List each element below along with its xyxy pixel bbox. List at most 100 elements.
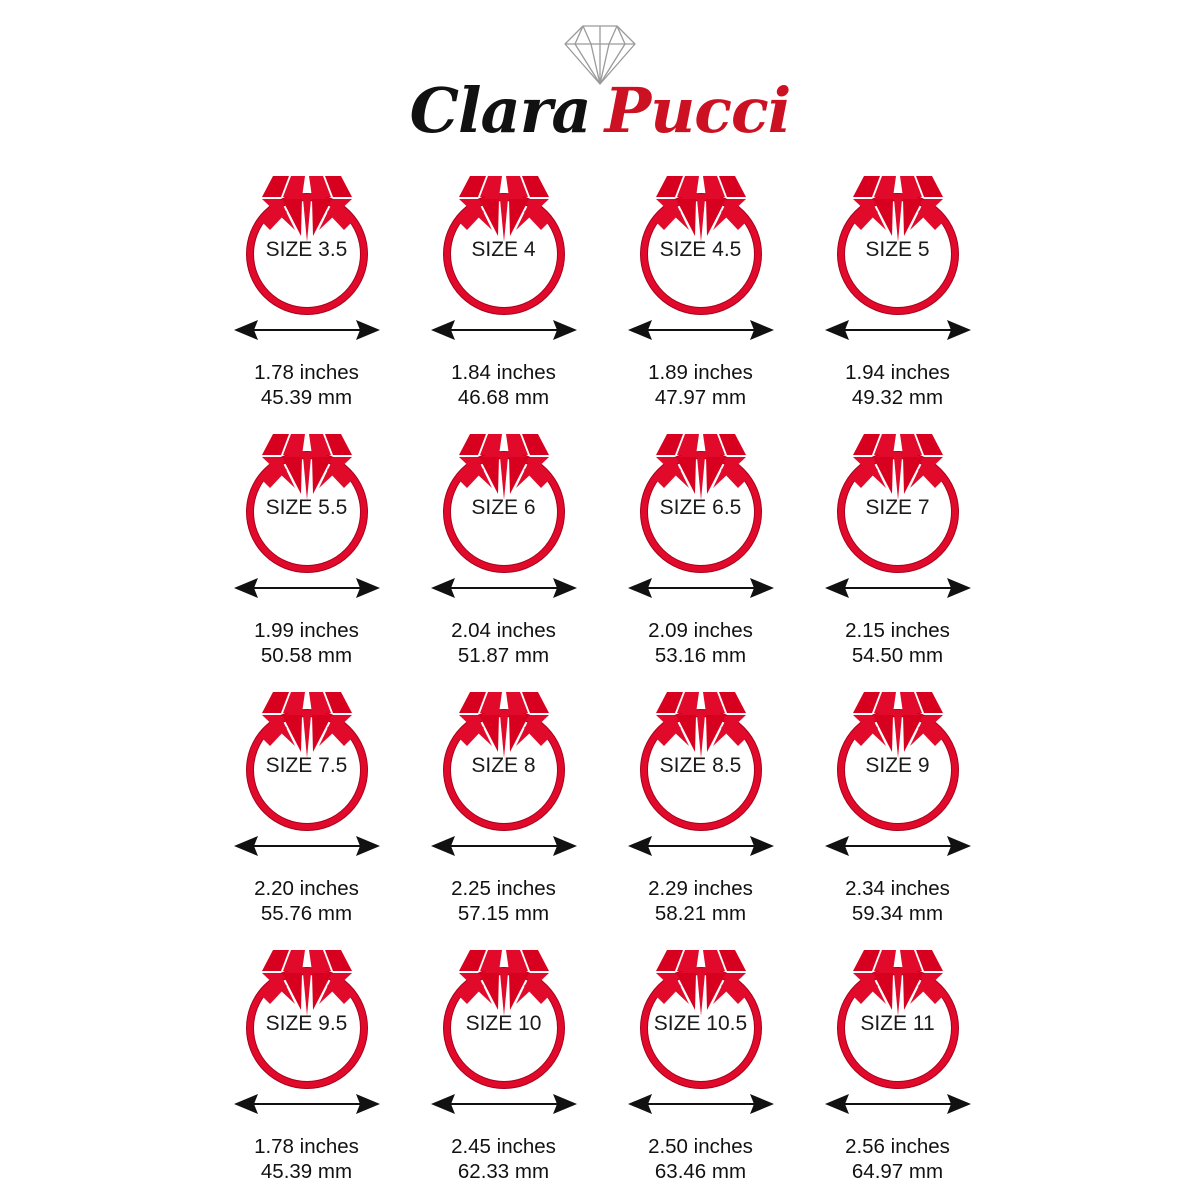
ring-measurement: 2.45 inches 62.33 mm (451, 1134, 556, 1184)
ring-size-label: SIZE 3.5 (265, 238, 348, 261)
ring-size-label: SIZE 8.5 (659, 754, 742, 777)
ring-measure-inches: 2.20 inches (254, 877, 359, 900)
ring-measurement: 2.15 inches 54.50 mm (845, 618, 950, 668)
ring-size-cell-size-5[interactable]: SIZE 5 1.94 inches 49.32 mm (799, 150, 996, 409)
ring-illustration: SIZE 3.5 (232, 150, 382, 325)
ring-measure-mm: 54.50 mm (851, 644, 944, 667)
ring-measurement: 1.78 inches 45.39 mm (254, 1134, 359, 1184)
diameter-arrow (823, 833, 973, 859)
ring-measure-inches: 1.94 inches (845, 361, 950, 384)
ring-measure-mm: 45.39 mm (260, 386, 353, 409)
brand-logo: Clara Pucci (0, 22, 1200, 142)
ring-illustration: SIZE 10.5 (626, 924, 776, 1099)
ring-measure-mm: 49.32 mm (851, 386, 944, 409)
ring-size-cell-size-4[interactable]: SIZE 4 1.84 inches 46.68 mm (405, 150, 602, 410)
ring-size-cell-size-7.5[interactable]: SIZE 7.5 2.20 inches 55.76 mm (208, 666, 405, 926)
ring-measure-mm: 58.21 mm (654, 902, 747, 925)
brand-name-first: Clara (409, 74, 592, 147)
diameter-arrow (429, 317, 579, 343)
ring-size-grid: SIZE 3.5 1.78 inches 45.39 mm (208, 150, 998, 1184)
ring-size-cell-size-10[interactable]: SIZE 10 2.45 inches 62.33 mm (405, 924, 602, 1184)
ring-measure-inches: 2.25 inches (451, 877, 556, 900)
ring-measure-mm: 62.33 mm (457, 1160, 550, 1183)
diameter-arrow (429, 833, 579, 859)
ring-measure-inches: 2.56 inches (845, 1135, 950, 1158)
ring-illustration: SIZE 6 (429, 408, 579, 583)
ring-measure-mm: 45.39 mm (260, 1160, 353, 1183)
ring-measurement: 2.50 inches 63.46 mm (648, 1134, 753, 1184)
ring-measure-inches: 2.29 inches (648, 877, 753, 900)
ring-measurement: 2.25 inches 57.15 mm (451, 876, 556, 926)
ring-measure-mm: 55.76 mm (260, 902, 353, 925)
ring-measurement: 1.78 inches 45.39 mm (254, 360, 359, 410)
ring-illustration: SIZE 9.5 (232, 924, 382, 1099)
ring-size-label: SIZE 4.5 (659, 238, 742, 261)
ring-size-cell-size-7[interactable]: SIZE 7 2.15 inches 54.50 mm (799, 408, 996, 668)
ring-measure-inches: 1.84 inches (451, 361, 556, 384)
ring-size-cell-size-6.5[interactable]: SIZE 6.5 2.09 inches 53.16 mm (602, 408, 799, 668)
ring-measurement: 2.29 inches 58.21 mm (648, 876, 753, 926)
ring-size-cell-size-4.5[interactable]: SIZE 4.5 1.89 inches 47.97 mm (602, 150, 799, 410)
ring-illustration: SIZE 8.5 (626, 666, 776, 841)
ring-size-label: SIZE 7 (865, 496, 930, 519)
ring-size-cell-size-3.5[interactable]: SIZE 3.5 1.78 inches 45.39 mm (208, 150, 405, 410)
ring-size-label: SIZE 8 (471, 754, 536, 777)
ring-illustration: SIZE 7.5 (232, 666, 382, 841)
ring-size-cell-size-8.5[interactable]: SIZE 8.5 2.29 inches 58.21 mm (602, 666, 799, 926)
ring-measurement: 2.34 inches 59.34 mm (845, 876, 950, 926)
ring-measurement: 2.20 inches 55.76 mm (254, 876, 359, 926)
ring-size-cell-size-6[interactable]: SIZE 6 2.04 inches 51.87 mm (405, 408, 602, 668)
ring-measure-inches: 1.78 inches (254, 361, 359, 384)
ring-measure-inches: 2.15 inches (845, 619, 950, 642)
ring-size-cell-size-5.5[interactable]: SIZE 5.5 1.99 inches 50.58 mm (208, 408, 405, 667)
ring-measurement: 1.84 inches 46.68 mm (451, 360, 556, 410)
brand-name-second: Pucci (604, 74, 792, 147)
ring-size-label: SIZE 7.5 (265, 754, 348, 777)
ring-size-cell-size-9.5[interactable]: SIZE 9.5 1.78 inches 45.39 mm (208, 924, 405, 1184)
ring-measure-inches: 1.89 inches (648, 361, 753, 384)
ring-measure-mm: 46.68 mm (457, 386, 550, 409)
ring-size-label: SIZE 6 (471, 496, 536, 519)
ring-measure-mm: 47.97 mm (654, 386, 747, 409)
diameter-arrow (823, 317, 973, 343)
ring-measure-inches: 2.09 inches (648, 619, 753, 642)
ring-size-cell-size-9[interactable]: SIZE 9 2.34 inches 59.34 mm (799, 666, 996, 926)
ring-measurement: 2.56 inches 64.97 mm (845, 1134, 950, 1184)
ring-size-cell-size-8[interactable]: SIZE 8 2.25 inches 57.15 mm (405, 666, 602, 926)
ring-size-label: SIZE 10.5 (653, 1012, 748, 1035)
ring-measure-mm: 51.87 mm (457, 644, 550, 667)
diameter-arrow (823, 575, 973, 601)
ring-size-cell-size-10.5[interactable]: SIZE 10.5 2.50 inches 63.46 mm (602, 924, 799, 1184)
diameter-arrow (232, 1091, 382, 1117)
ring-illustration: SIZE 10 (429, 924, 579, 1099)
diameter-arrow (626, 1091, 776, 1117)
diameter-arrow (232, 317, 382, 343)
ring-measure-mm: 53.16 mm (654, 644, 747, 667)
ring-illustration: SIZE 4.5 (626, 150, 776, 325)
ring-size-cell-size-11[interactable]: SIZE 11 2.56 inches 64.97 mm (799, 924, 996, 1184)
ring-measure-mm: 59.34 mm (851, 902, 944, 925)
ring-measurement: 2.04 inches 51.87 mm (451, 618, 556, 668)
ring-size-label: SIZE 4 (471, 238, 536, 261)
ring-illustration: SIZE 5.5 (232, 408, 382, 583)
diameter-arrow (232, 575, 382, 601)
ring-measure-mm: 57.15 mm (457, 902, 550, 925)
ring-size-label: SIZE 5 (865, 238, 930, 261)
ring-illustration: SIZE 9 (823, 666, 973, 841)
ring-measure-inches: 1.99 inches (254, 619, 359, 642)
ring-measure-mm: 64.97 mm (851, 1160, 944, 1183)
diameter-arrow (626, 833, 776, 859)
ring-measurement: 1.89 inches 47.97 mm (648, 360, 753, 410)
ring-measure-mm: 50.58 mm (260, 644, 353, 667)
ring-size-label: SIZE 11 (860, 1012, 935, 1035)
diameter-arrow (823, 1091, 973, 1117)
ring-illustration: SIZE 7 (823, 408, 973, 583)
ring-illustration: SIZE 6.5 (626, 408, 776, 583)
ring-size-label: SIZE 6.5 (659, 496, 742, 519)
ring-size-label: SIZE 5.5 (265, 496, 348, 519)
diameter-arrow (626, 575, 776, 601)
ring-size-label: SIZE 10 (465, 1012, 542, 1035)
ring-measurement: 2.09 inches 53.16 mm (648, 618, 753, 668)
ring-size-label: SIZE 9.5 (265, 1012, 348, 1035)
